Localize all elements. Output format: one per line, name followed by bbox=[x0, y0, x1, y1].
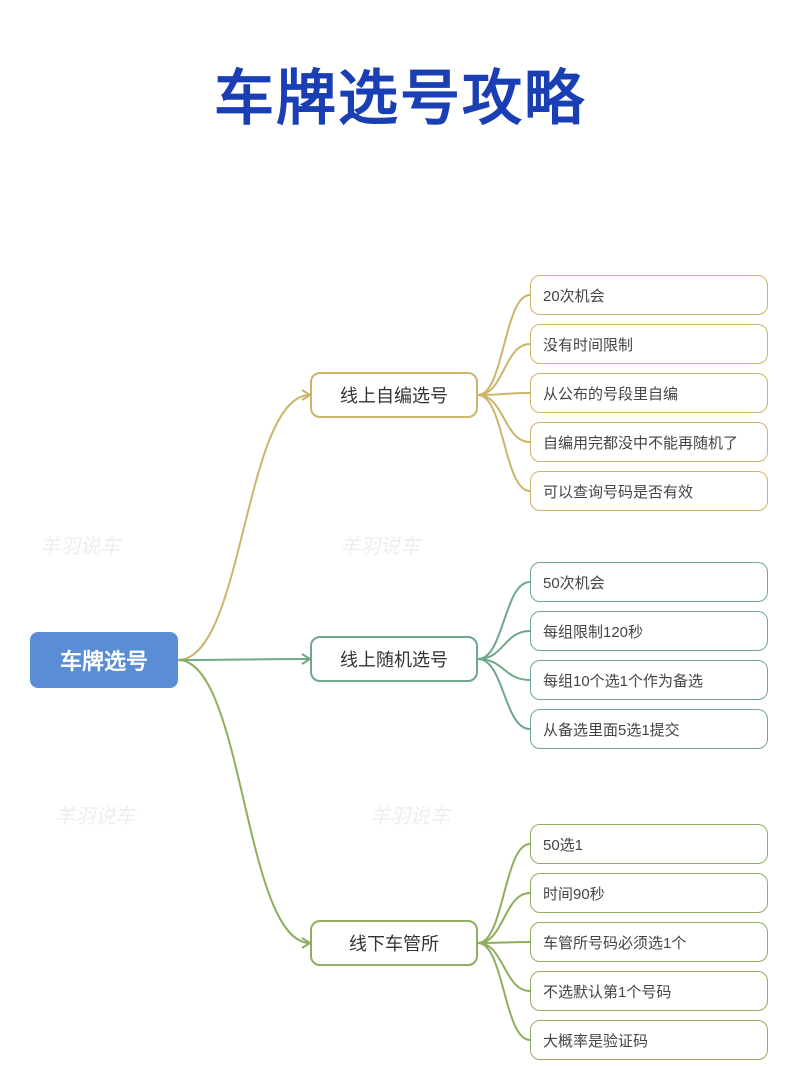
leaf-node: 可以查询号码是否有效 bbox=[530, 471, 768, 511]
leaf-node: 大概率是验证码 bbox=[530, 1020, 768, 1060]
leaf-node: 从公布的号段里自编 bbox=[530, 373, 768, 413]
leaf-node: 没有时间限制 bbox=[530, 324, 768, 364]
watermark: 羊羽说车 bbox=[55, 800, 135, 829]
leaf-node: 从备选里面5选1提交 bbox=[530, 709, 768, 749]
leaf-node: 50次机会 bbox=[530, 562, 768, 602]
leaf-node: 每组10个选1个作为备选 bbox=[530, 660, 768, 700]
branch-node: 线上自编选号 bbox=[310, 372, 478, 418]
page-title: 车牌选号攻略 bbox=[0, 0, 800, 137]
watermark: 羊羽说车 bbox=[370, 800, 450, 829]
root-node: 车牌选号 bbox=[30, 632, 178, 688]
leaf-node: 每组限制120秒 bbox=[530, 611, 768, 651]
leaf-node: 50选1 bbox=[530, 824, 768, 864]
watermark: 羊羽说车 bbox=[340, 530, 420, 559]
leaf-node: 车管所号码必须选1个 bbox=[530, 922, 768, 962]
branch-node: 线下车管所 bbox=[310, 920, 478, 966]
watermark: 羊羽说车 bbox=[40, 530, 120, 559]
leaf-node: 20次机会 bbox=[530, 275, 768, 315]
branch-node: 线上随机选号 bbox=[310, 636, 478, 682]
leaf-node: 自编用完都没中不能再随机了 bbox=[530, 422, 768, 462]
leaf-node: 不选默认第1个号码 bbox=[530, 971, 768, 1011]
leaf-node: 时间90秒 bbox=[530, 873, 768, 913]
